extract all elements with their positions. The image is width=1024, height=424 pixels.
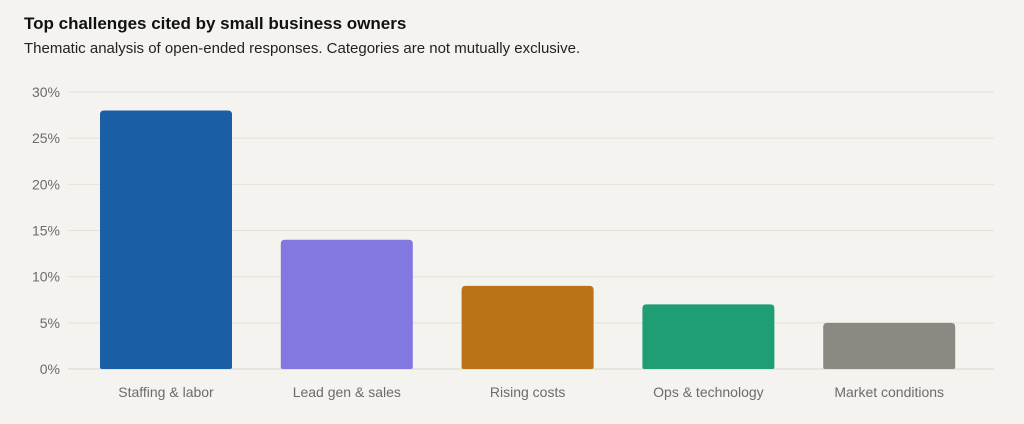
x-category-label: Market conditions <box>834 384 944 400</box>
bar <box>280 239 413 369</box>
x-category-label: Rising costs <box>490 384 565 400</box>
axis-labels: 0% 5% 10% 15% 20% 25% 30% Staffing & labor Lead … <box>32 84 944 400</box>
x-category-label: Ops & technology <box>653 384 764 400</box>
y-tick-label: 30% <box>32 84 60 100</box>
y-tick-label: 25% <box>32 130 60 146</box>
chart-title: Top challenges cited by small business o… <box>24 14 407 33</box>
y-tick-label: 20% <box>32 176 60 192</box>
x-category-label: Staffing & labor <box>118 384 214 400</box>
bar <box>100 110 232 369</box>
y-tick-label: 5% <box>40 315 60 331</box>
x-category-label: Lead gen & sales <box>293 384 401 400</box>
y-tick-label: 0% <box>40 361 60 377</box>
y-tick-label: 15% <box>32 223 60 239</box>
y-tick-label: 10% <box>32 269 60 285</box>
bar <box>461 285 594 369</box>
bar <box>823 322 956 369</box>
bars <box>100 110 956 369</box>
chart-subtitle: Thematic analysis of open-ended response… <box>24 40 581 57</box>
bar <box>642 304 775 369</box>
